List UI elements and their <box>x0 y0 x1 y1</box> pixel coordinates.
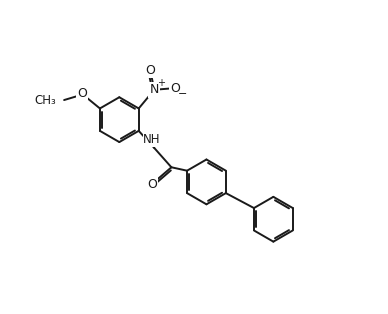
Text: NH: NH <box>143 133 161 146</box>
Text: N: N <box>150 83 159 96</box>
Text: O: O <box>146 64 156 77</box>
Text: CH₃: CH₃ <box>35 94 56 106</box>
Text: +: + <box>157 78 165 88</box>
Text: O: O <box>77 87 87 100</box>
Text: −: − <box>178 89 187 100</box>
Text: O: O <box>147 178 157 191</box>
Text: O: O <box>170 82 180 95</box>
